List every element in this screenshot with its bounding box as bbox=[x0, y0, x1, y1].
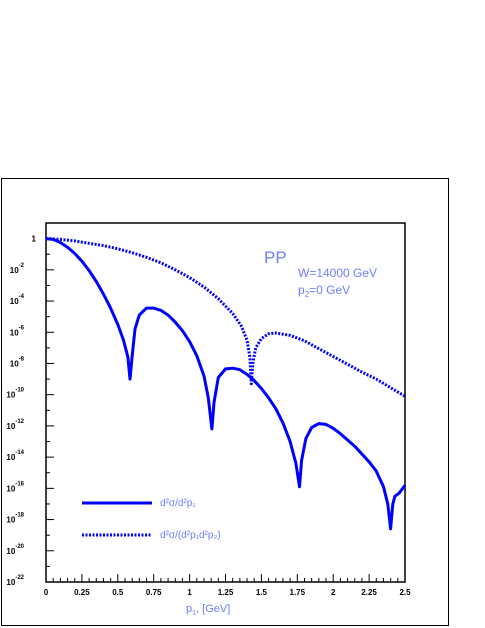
chart-frame: 0 0.25 0.5 0.75 1 1.25 1.5 1.75 2 2.25 2.5 1 10-2 10-… bbox=[1, 178, 449, 626]
y-tick-label: 10-8 bbox=[10, 356, 25, 368]
x-tick-label: 2 bbox=[331, 588, 336, 597]
chart-svg: 0 0.25 0.5 0.75 1 1.25 1.5 1.75 2 2.25 2.5 1 10-2 10-… bbox=[6, 222, 411, 617]
y-tick-label: 10-18 bbox=[6, 513, 24, 525]
x-tick-label: 1.75 bbox=[290, 588, 306, 597]
y-tick-label: 10-22 bbox=[6, 575, 24, 587]
x-tick-label: 0 bbox=[44, 588, 49, 597]
y-tick-label: 10-6 bbox=[10, 325, 25, 337]
y-tick-label: 10-4 bbox=[10, 294, 25, 306]
x-tick-label: 0.75 bbox=[146, 588, 162, 597]
y-tick-label: 10-10 bbox=[6, 388, 24, 400]
x-tick-label: 0.5 bbox=[112, 588, 124, 597]
x-tick-label: 1.25 bbox=[218, 588, 234, 597]
solid-series-line bbox=[45, 237, 407, 531]
x-tick-label: 0.25 bbox=[74, 588, 90, 597]
p2-label: p2=0 GeV bbox=[298, 283, 350, 299]
y-tick-label: 10-12 bbox=[6, 419, 24, 431]
x-axis-label: p1, [GeV] bbox=[186, 603, 230, 617]
y-tick-label: 10-16 bbox=[6, 481, 24, 493]
x-tick-label: 2.5 bbox=[399, 588, 411, 597]
x-tick-label: 1.5 bbox=[256, 588, 268, 597]
energy-label: W=14000 GeV bbox=[298, 266, 377, 280]
y-tick-label: 10-2 bbox=[10, 263, 25, 275]
y-tick-label: 10-14 bbox=[6, 450, 24, 462]
y-tick-label: 1 bbox=[32, 235, 37, 244]
x-tick-label: 2.25 bbox=[361, 588, 377, 597]
legend-label-dotted: d²σ/(d²p₁d²p₂) bbox=[160, 530, 221, 541]
dotted-series-line bbox=[45, 237, 406, 398]
y-tick-label: 10-20 bbox=[6, 544, 24, 556]
x-tick-label: 1 bbox=[187, 588, 192, 597]
process-label: PP bbox=[264, 248, 287, 267]
legend-label-solid: d²σ/d²p₁ bbox=[160, 498, 196, 509]
